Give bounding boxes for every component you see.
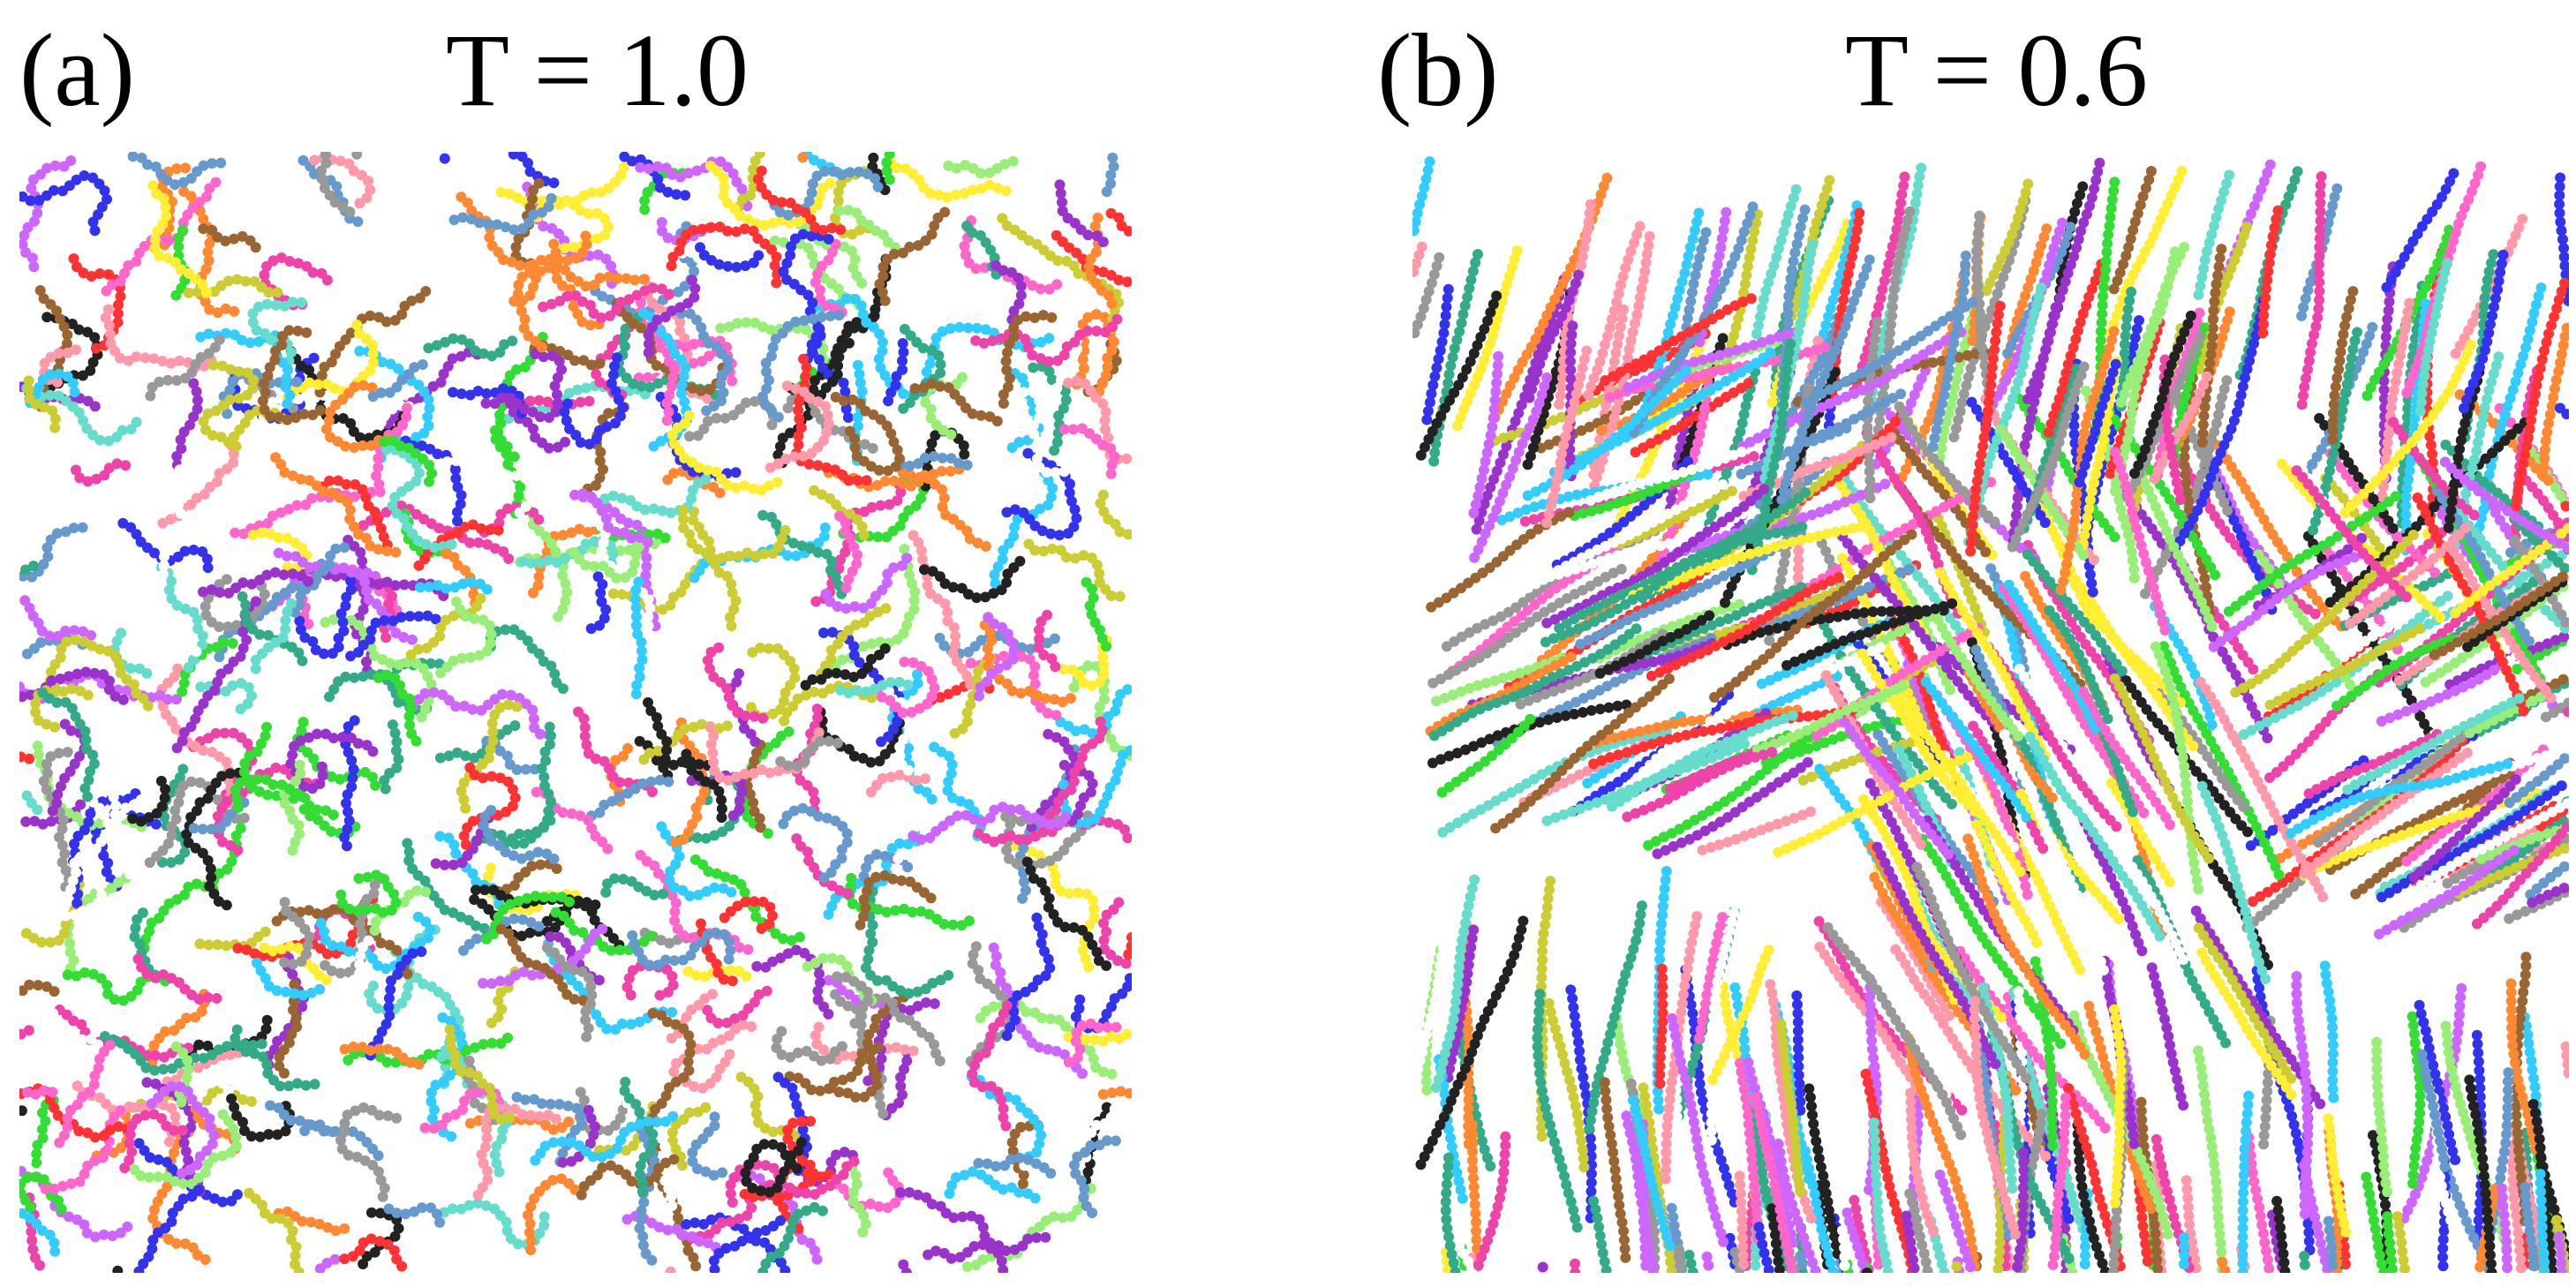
panel-title-a: T = 1.0: [446, 12, 749, 128]
panel-label-a: (a): [19, 12, 135, 128]
panel-b: (b) T = 0.6: [1324, 0, 2576, 1287]
simulation-snapshot-a: [19, 152, 1132, 1273]
panel-title-b: T = 0.6: [1845, 12, 2148, 128]
panel-label-b: (b): [1377, 12, 1499, 128]
panel-a: (a) T = 1.0: [19, 12, 1132, 1273]
particle-image-b: [1412, 156, 2569, 1273]
simulation-snapshot-b: [1412, 152, 2569, 1273]
particle-image-a: [19, 152, 1132, 1273]
